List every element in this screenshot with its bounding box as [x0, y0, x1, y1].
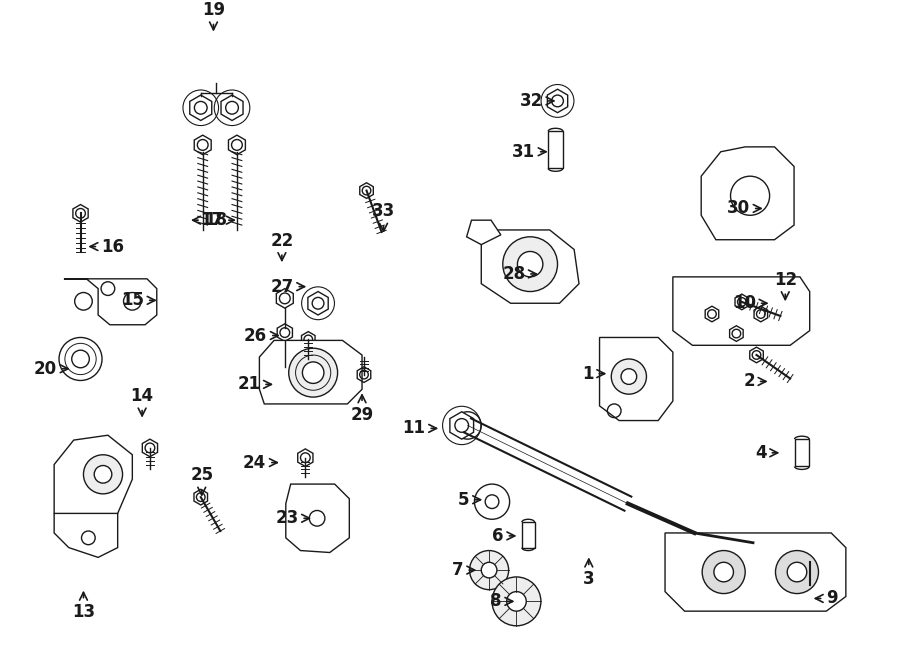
Polygon shape — [665, 533, 846, 611]
Polygon shape — [221, 95, 243, 120]
Circle shape — [702, 551, 745, 594]
Circle shape — [518, 251, 543, 277]
Text: 20: 20 — [34, 360, 68, 377]
Circle shape — [454, 412, 482, 439]
Polygon shape — [673, 277, 810, 345]
Polygon shape — [599, 338, 673, 420]
Text: 31: 31 — [512, 143, 546, 161]
Circle shape — [611, 359, 646, 394]
Circle shape — [788, 563, 806, 582]
Bar — [795, 439, 809, 467]
Text: 30: 30 — [727, 200, 761, 217]
Polygon shape — [259, 340, 362, 404]
Text: 24: 24 — [243, 453, 277, 471]
Polygon shape — [482, 230, 579, 303]
Circle shape — [474, 484, 509, 520]
Circle shape — [302, 362, 324, 383]
Text: 14: 14 — [130, 387, 154, 416]
Polygon shape — [701, 147, 794, 240]
Polygon shape — [194, 489, 208, 505]
Text: 3: 3 — [583, 559, 595, 588]
Polygon shape — [73, 204, 88, 222]
Text: 1: 1 — [582, 365, 605, 383]
Circle shape — [714, 563, 734, 582]
Text: 32: 32 — [519, 92, 554, 110]
Polygon shape — [286, 484, 349, 553]
Text: 9: 9 — [815, 590, 838, 607]
Circle shape — [482, 563, 497, 578]
Text: 25: 25 — [190, 466, 213, 495]
Text: 23: 23 — [275, 509, 310, 527]
Circle shape — [470, 551, 508, 590]
Circle shape — [798, 585, 822, 608]
Text: 5: 5 — [458, 490, 481, 509]
Polygon shape — [450, 412, 473, 439]
Polygon shape — [466, 220, 500, 245]
Text: 11: 11 — [402, 419, 436, 438]
Text: 18: 18 — [193, 211, 227, 229]
Text: 12: 12 — [774, 270, 796, 299]
Circle shape — [492, 577, 541, 626]
Text: 27: 27 — [270, 278, 304, 295]
Circle shape — [289, 348, 338, 397]
Text: 6: 6 — [492, 527, 515, 545]
Polygon shape — [64, 279, 157, 325]
Polygon shape — [750, 347, 763, 363]
Text: 7: 7 — [452, 561, 474, 579]
Polygon shape — [735, 294, 749, 310]
Circle shape — [776, 551, 818, 594]
Text: 2: 2 — [743, 372, 766, 391]
Text: 8: 8 — [491, 592, 513, 610]
Circle shape — [507, 592, 526, 611]
Text: 21: 21 — [238, 375, 272, 393]
Circle shape — [94, 465, 112, 483]
Text: 10: 10 — [733, 294, 767, 312]
Circle shape — [59, 338, 102, 381]
Text: 22: 22 — [270, 231, 293, 260]
Polygon shape — [54, 514, 118, 557]
Text: 33: 33 — [372, 202, 395, 231]
Polygon shape — [547, 89, 568, 112]
Circle shape — [621, 369, 636, 385]
Text: 4: 4 — [755, 444, 778, 462]
Text: 16: 16 — [90, 237, 124, 256]
Text: 28: 28 — [502, 265, 536, 283]
Text: 13: 13 — [72, 592, 95, 621]
Circle shape — [84, 455, 122, 494]
Polygon shape — [308, 292, 328, 315]
Polygon shape — [190, 95, 212, 120]
Bar — [548, 132, 562, 169]
Circle shape — [503, 237, 557, 292]
Polygon shape — [54, 435, 132, 524]
Text: 26: 26 — [244, 327, 278, 344]
Bar — [522, 522, 535, 547]
Text: 17: 17 — [200, 211, 234, 229]
Text: 29: 29 — [350, 395, 374, 424]
Polygon shape — [360, 182, 373, 198]
Text: 19: 19 — [202, 1, 225, 30]
Text: 15: 15 — [122, 292, 155, 309]
